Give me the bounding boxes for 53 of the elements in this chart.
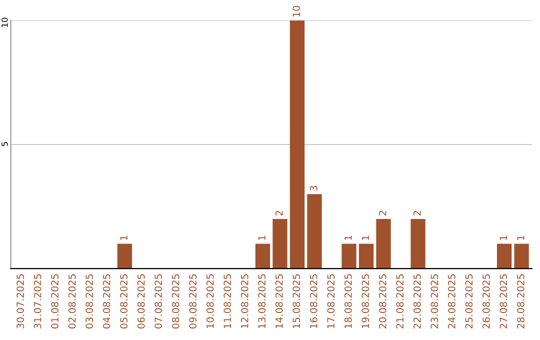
x-tick-label: 31.07.2025 [34,274,42,328]
x-tick-label: 13.08.2025 [258,274,266,328]
bar [514,244,529,269]
x-tick-label: 17.08.2025 [327,274,335,328]
x-tick-label: 02.08.2025 [68,274,76,328]
bar [290,20,305,269]
x-tick-label: 18.08.2025 [344,274,352,328]
data-label: 10 [292,6,300,17]
data-label: 1 [517,236,524,240]
bar [117,244,132,269]
x-tick-label: 23.08.2025 [430,274,438,328]
data-label: 2 [413,210,421,216]
bar [272,218,288,269]
x-tick-label: 11.08.2025 [224,274,232,328]
x-tick-label: 30.07.2025 [16,274,24,328]
data-label: 1 [344,236,352,240]
x-tick-label: 03.08.2025 [86,274,93,328]
x-tick-label: 25.08.2025 [465,274,473,328]
bar [376,218,391,269]
x-tick-label: 01.08.2025 [51,274,58,328]
x-tick-label: 21.08.2025 [396,274,404,328]
x-tick-label: 22.08.2025 [413,274,421,328]
bar [342,244,356,269]
x-tick-label: 24.08.2025 [448,274,456,328]
bar [255,244,270,269]
bar [410,218,426,269]
x-tick-label: 27.08.2025 [500,274,508,328]
bar [496,244,512,269]
x-tick-label: 26.08.2025 [482,274,490,328]
x-tick-label: 19.08.2025 [362,274,370,328]
x-tick-label: 07.08.2025 [154,274,162,328]
x-tick-label: 16.08.2025 [310,274,318,328]
x-tick-label: 14.08.2025 [275,274,283,328]
data-label: 2 [275,210,283,216]
x-tick-label: 15.08.2025 [292,274,300,328]
bar [358,244,374,269]
x-tick-label: 20.08.2025 [378,274,386,328]
x-tick-label: 04.08.2025 [102,274,110,328]
x-tick-label: 12.08.2025 [240,274,248,328]
x-tick-label: 06.08.2025 [137,274,145,328]
x-tick-label: 05.08.2025 [120,274,128,328]
data-label: 1 [258,236,266,240]
x-tick-label: 28.08.2025 [517,274,524,328]
data-label: 1 [362,236,369,240]
x-tick-label: 09.08.2025 [189,274,197,328]
data-label: 1 [120,236,128,240]
data-label: 1 [500,236,507,240]
bar [307,194,322,269]
y-tick-label: 5 [2,142,8,146]
data-label: 2 [378,210,386,216]
data-label: 3 [310,186,318,191]
x-tick-label: 08.08.2025 [172,274,180,328]
x-tick-label: 10.08.2025 [206,274,214,328]
